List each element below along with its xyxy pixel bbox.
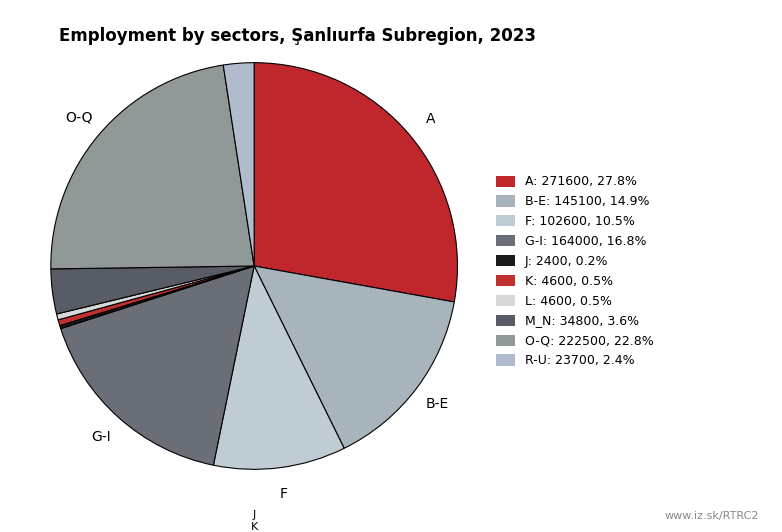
Wedge shape xyxy=(58,266,254,326)
Text: J
K
L
M_N: J K L M_N xyxy=(242,510,266,532)
Wedge shape xyxy=(56,266,254,320)
Wedge shape xyxy=(59,266,254,329)
Wedge shape xyxy=(254,63,457,302)
Wedge shape xyxy=(61,266,254,465)
Text: Employment by sectors, Şanlıurfa Subregion, 2023: Employment by sectors, Şanlıurfa Subregi… xyxy=(59,27,536,45)
Text: A: A xyxy=(425,112,435,126)
Legend: A: 271600, 27.8%, B-E: 145100, 14.9%, F: 102600, 10.5%, G-I: 164000, 16.8%, J: 2: A: 271600, 27.8%, B-E: 145100, 14.9%, F:… xyxy=(491,170,658,372)
Wedge shape xyxy=(223,63,254,266)
Text: www.iz.sk/RTRC2: www.iz.sk/RTRC2 xyxy=(664,511,759,521)
Text: B-E: B-E xyxy=(426,397,450,411)
Wedge shape xyxy=(254,266,454,448)
Text: F: F xyxy=(280,487,288,501)
Text: G-I: G-I xyxy=(91,430,111,444)
Wedge shape xyxy=(51,266,254,314)
Wedge shape xyxy=(51,65,254,269)
Text: O-Q: O-Q xyxy=(65,111,92,124)
Wedge shape xyxy=(213,266,344,469)
